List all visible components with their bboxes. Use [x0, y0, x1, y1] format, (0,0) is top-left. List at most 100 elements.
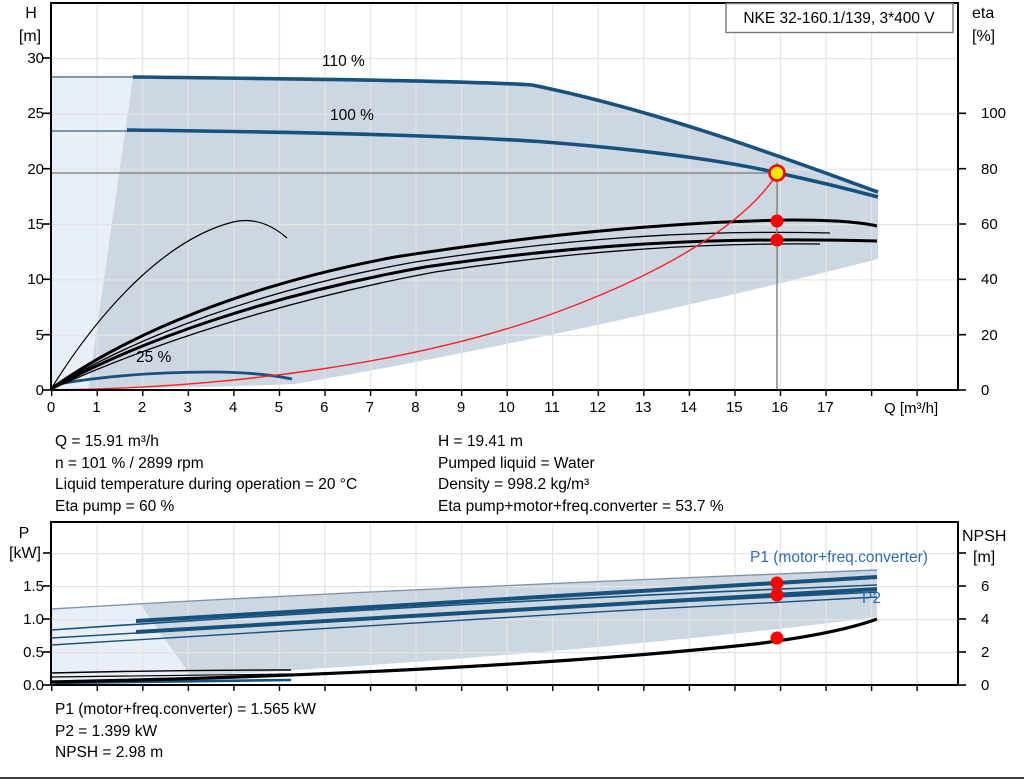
p1-curve-label: P1 (motor+freq.converter) [750, 549, 928, 566]
duty-point[interactable] [768, 164, 786, 182]
curve-100-label: 100 % [330, 107, 374, 124]
svg-text:9: 9 [457, 399, 465, 416]
qh-right-tickmarks [958, 112, 966, 391]
svg-text:1: 1 [92, 399, 100, 416]
h-axis-label: H [25, 5, 37, 22]
p1-point [770, 576, 784, 590]
svg-text:0: 0 [981, 677, 989, 694]
eta-thin-curve-1 [50, 231, 831, 390]
curve-110-percent [132, 75, 879, 194]
eta-pump-curve [50, 218, 878, 391]
svg-text:13: 13 [635, 399, 652, 416]
curve-110-label: 110 % [322, 53, 365, 70]
svg-text:10: 10 [498, 399, 515, 416]
p-thin-curve-3 [50, 596, 878, 646]
p-thin-curve-1 [50, 584, 878, 631]
duty-info-left: Q = 15.91 m³/h n = 101 % / 2899 rpm Liqu… [55, 431, 357, 517]
svg-text:8: 8 [411, 399, 419, 416]
duty-info-speed: n = 101 % / 2899 rpm [55, 454, 204, 472]
eta-axis-unit: [%] [972, 28, 995, 45]
svg-text:7: 7 [366, 399, 374, 416]
npsh-tick-labels: 6 4 2 0 [981, 578, 989, 694]
svg-text:10: 10 [27, 271, 44, 288]
h-tick-labels: 30 25 20 15 10 5 0 [27, 50, 44, 399]
duty-info-head: H = 19.41 m [438, 433, 523, 450]
p-axis-label: P [19, 525, 30, 542]
p-low-speed-black-2 [50, 673, 292, 678]
p-grid-horizontal [51, 522, 958, 685]
p-envelope-top-line [50, 569, 878, 610]
qh-x-tickmarks [51, 390, 926, 396]
result-p1: P1 (motor+freq.converter) = 1.565 kW [55, 701, 317, 718]
result-p2: P2 = 1.399 kW [55, 722, 158, 740]
npsh-right-tickmarks [958, 552, 966, 686]
eta-axis-label: eta [972, 5, 994, 22]
system-curve [50, 173, 778, 391]
eta-pump-point [770, 214, 784, 228]
svg-text:100: 100 [981, 105, 1006, 122]
pump-title: NKE 32-160.1/139, 3*400 V [743, 10, 935, 27]
npsh-point [770, 631, 784, 645]
duty-info-eta-pump: Eta pump = 60 % [55, 497, 175, 515]
svg-text:0.0: 0.0 [23, 677, 44, 694]
svg-text:0: 0 [47, 399, 55, 416]
duty-info-q: Q = 15.91 m³/h [55, 433, 159, 450]
p-left-tickmarks [43, 552, 51, 686]
npsh-curve [50, 617, 878, 684]
svg-text:20: 20 [981, 327, 998, 344]
svg-text:20: 20 [27, 161, 44, 178]
qh-left-tickmarks [43, 57, 51, 391]
svg-text:5: 5 [36, 327, 44, 344]
svg-text:25: 25 [27, 105, 44, 122]
npsh-axis-unit: [m] [973, 549, 995, 566]
curve-25-percent [57, 370, 293, 386]
duty-info-temperature: Liquid temperature during operation = 20… [55, 476, 358, 493]
svg-text:15: 15 [726, 399, 743, 416]
p-axis-unit: [kW] [9, 545, 41, 562]
npsh-axis-label: NPSH [962, 528, 1006, 545]
svg-text:2: 2 [981, 644, 989, 661]
svg-text:6: 6 [320, 399, 328, 416]
duty-info-density: Density = 998.2 kg/m³ [438, 476, 590, 493]
svg-text:40: 40 [981, 271, 998, 288]
qh-chart[interactable]: 110 % 100 % 25 % NKE 32-160.1/139, 3*400… [19, 2, 1006, 417]
svg-text:2: 2 [138, 399, 146, 416]
duty-info-liquid: Pumped liquid = Water [438, 454, 595, 472]
svg-text:0: 0 [36, 382, 44, 399]
svg-text:1.0: 1.0 [23, 611, 44, 628]
svg-text:80: 80 [981, 161, 998, 178]
svg-text:3: 3 [184, 399, 192, 416]
q-axis-label: Q [m³/h] [884, 400, 938, 417]
p-tick-labels: 1.5 1.0 0.5 0.0 [23, 578, 44, 694]
p2-point [770, 588, 784, 602]
result-npsh: NPSH = 2.98 m [55, 744, 164, 761]
svg-text:4: 4 [229, 399, 237, 416]
curve-100-percent [126, 128, 879, 199]
svg-text:0: 0 [981, 382, 989, 399]
h-axis-unit: [m] [19, 28, 41, 45]
svg-text:12: 12 [589, 399, 606, 416]
duty-info-right: H = 19.41 m Pumped liquid = Water Densit… [438, 431, 724, 517]
svg-text:60: 60 [981, 216, 998, 233]
svg-text:0.5: 0.5 [23, 644, 44, 661]
svg-text:11: 11 [544, 399, 560, 416]
eta-total-curve [50, 238, 878, 391]
p-x-tickmarks [51, 685, 926, 691]
pump-title-box [725, 2, 954, 34]
results-block: P1 (motor+freq.converter) = 1.565 kW P2 … [55, 699, 316, 764]
p-low-speed-black-1 [50, 669, 292, 674]
svg-text:15: 15 [27, 216, 44, 233]
curve-25-label: 25 % [136, 349, 172, 366]
eta-thin-curve-2 [51, 243, 821, 390]
eta-total-point [770, 233, 784, 247]
svg-text:17: 17 [817, 399, 834, 416]
p-thin-curve-2 [50, 591, 878, 639]
svg-text:30: 30 [27, 50, 44, 67]
p2-curve-label: P2 [862, 590, 881, 607]
eta-reduced-speed-arc [50, 219, 288, 390]
eta-tick-labels: 100 80 60 40 20 0 [981, 105, 1006, 399]
power-npsh-chart[interactable]: P1 (motor+freq.converter) P2 P [kW] 1.5 … [9, 521, 1006, 694]
svg-text:14: 14 [680, 399, 697, 416]
